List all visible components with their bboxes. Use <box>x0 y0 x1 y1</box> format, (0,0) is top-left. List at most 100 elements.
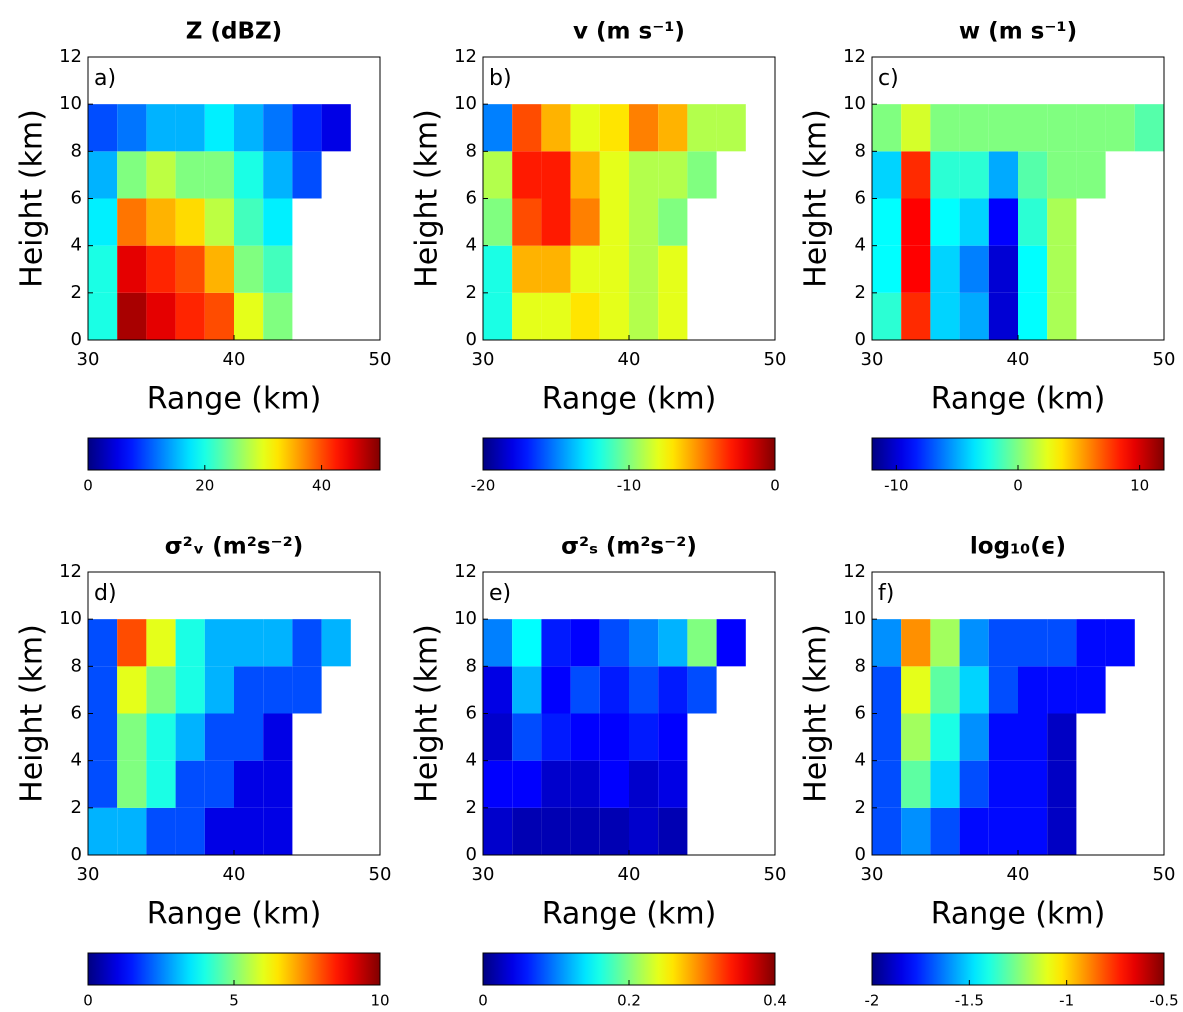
y-tick-label: 8 <box>466 655 477 676</box>
heatmap-cell <box>117 619 147 667</box>
heatmap-cell <box>1105 619 1135 667</box>
y-tick-label: 6 <box>855 703 866 724</box>
x-tick-label: 30 <box>472 349 495 370</box>
heatmap-cell <box>658 245 688 293</box>
y-tick-label: 8 <box>855 655 866 676</box>
heatmap-cell <box>687 666 717 714</box>
heatmap-cell <box>146 104 176 152</box>
heatmap-cell <box>1047 245 1077 293</box>
y-tick-label: 10 <box>59 93 82 114</box>
x-axis-label: Range (km) <box>147 382 322 417</box>
heatmap-cell <box>1018 151 1048 199</box>
heatmap-cell <box>117 760 147 808</box>
heatmap-cell <box>930 151 960 199</box>
colorbar-tick-label: 20 <box>195 477 214 495</box>
heatmap-cell <box>959 198 989 246</box>
panel-label: c) <box>878 66 899 91</box>
heatmap-cell <box>88 760 118 808</box>
y-tick-label: 6 <box>71 188 82 209</box>
heatmap-cell <box>658 666 688 714</box>
heatmap-cell <box>117 713 147 761</box>
heatmap-cell <box>541 245 571 293</box>
heatmap-cell <box>541 104 571 152</box>
heatmap-cell <box>658 713 688 761</box>
heatmap-cell <box>1047 151 1077 199</box>
panel-title: v (m s⁻¹) <box>573 19 685 45</box>
y-tick-label: 2 <box>855 797 866 818</box>
heatmap-cell <box>901 104 931 152</box>
y-tick-label: 10 <box>843 608 866 629</box>
heatmap-cell <box>117 245 147 293</box>
colorbar-tick-label: 10 <box>370 992 389 1010</box>
heatmap-cell <box>175 713 205 761</box>
heatmap-cell <box>570 666 600 714</box>
heatmap-cell <box>599 760 629 808</box>
x-tick-label: 30 <box>472 864 495 885</box>
heatmap-cell <box>1018 807 1048 855</box>
heatmap-cell <box>175 760 205 808</box>
heatmap-cell <box>599 245 629 293</box>
colorbar-tick-label: -20 <box>471 477 496 495</box>
heatmap-cell <box>629 104 659 152</box>
x-tick-label: 30 <box>861 864 884 885</box>
colorbar-tick-label: -2 <box>865 992 880 1010</box>
heatmap-cell <box>930 760 960 808</box>
heatmap-cell <box>901 245 931 293</box>
heatmap-cell <box>1047 292 1077 340</box>
colorbar-tick-label: -10 <box>617 477 642 495</box>
heatmap-cell <box>512 713 542 761</box>
heatmap-cell <box>483 807 513 855</box>
heatmap-cell <box>483 292 513 340</box>
y-tick-label: 4 <box>71 750 82 771</box>
y-tick-label: 0 <box>855 844 866 865</box>
heatmap-cell <box>658 807 688 855</box>
x-tick-label: 50 <box>1153 349 1176 370</box>
heatmap-cell <box>959 807 989 855</box>
heatmap-cell <box>483 104 513 152</box>
colorbar-tick-label: 0.2 <box>617 992 641 1010</box>
y-tick-label: 2 <box>855 282 866 303</box>
heatmap-cell <box>1047 619 1077 667</box>
heatmap-cell <box>263 151 293 199</box>
heatmap-cell <box>541 151 571 199</box>
heatmap-cell <box>629 619 659 667</box>
colorbar <box>482 437 776 471</box>
heatmap-cell <box>901 666 931 714</box>
colorbar-tick-label: 40 <box>312 477 331 495</box>
heatmap-cell <box>1018 198 1048 246</box>
heatmap-cell <box>599 807 629 855</box>
heatmap-cell <box>1047 198 1077 246</box>
heatmap-cell <box>204 292 234 340</box>
heatmap-cell <box>204 245 234 293</box>
heatmap-cell <box>541 760 571 808</box>
heatmap-cell <box>959 760 989 808</box>
heatmap-cell <box>988 666 1018 714</box>
y-tick-label: 2 <box>466 282 477 303</box>
y-tick-label: 4 <box>855 235 866 256</box>
x-axis-label: Range (km) <box>931 382 1106 417</box>
y-tick-label: 0 <box>71 329 82 350</box>
heatmap-cell <box>629 245 659 293</box>
heatmap-cell <box>175 619 205 667</box>
y-tick-label: 10 <box>843 93 866 114</box>
heatmap-cell <box>175 198 205 246</box>
heatmap-cell <box>512 198 542 246</box>
heatmap-cell <box>687 104 717 152</box>
colorbar <box>87 437 381 471</box>
heatmap-cell <box>570 198 600 246</box>
heatmap-cell <box>570 713 600 761</box>
heatmap-cell <box>716 104 746 152</box>
heatmap-cell <box>117 198 147 246</box>
heatmap-cell <box>204 198 234 246</box>
panel-label: f) <box>878 581 894 606</box>
y-tick-label: 8 <box>466 140 477 161</box>
y-tick-label: 12 <box>59 561 82 582</box>
heatmap-cell <box>483 151 513 199</box>
heatmap-cell <box>1076 151 1106 199</box>
heatmap-cell <box>599 292 629 340</box>
heatmap-cell <box>88 245 118 293</box>
heatmap-cell <box>1018 760 1048 808</box>
heatmap-cell <box>146 292 176 340</box>
heatmap-cell <box>175 104 205 152</box>
